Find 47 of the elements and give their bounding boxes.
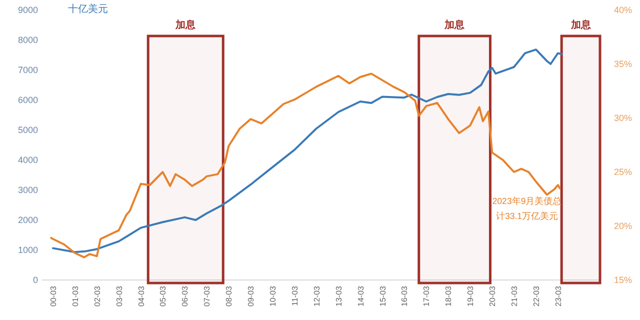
x-tick-label: 02-03 <box>92 285 102 306</box>
band-label: 加息 <box>444 19 466 31</box>
x-tick-label: 19-03 <box>466 285 476 306</box>
x-tick-label: 00-03 <box>48 285 58 306</box>
y-tick-label: 8000 <box>18 35 38 45</box>
x-tick-label: 16-03 <box>400 285 410 306</box>
x-tick-label: 04-03 <box>136 285 146 306</box>
y2-tick-label: 20% <box>614 221 632 231</box>
x-tick-label: 18-03 <box>444 285 454 306</box>
x-tick-label: 15-03 <box>378 285 388 306</box>
x-tick-label: 06-03 <box>180 285 190 306</box>
y-tick-label: 2000 <box>18 215 38 225</box>
band: 加息 <box>418 20 492 284</box>
y-tick-label: 0 <box>32 275 38 285</box>
x-tick-label: 05-03 <box>158 285 168 306</box>
y2-tick-label: 40% <box>614 5 632 15</box>
x-tick-label: 12-03 <box>312 285 322 306</box>
y-axis-title: 十亿美元 <box>68 3 108 15</box>
y-tick-label: 4000 <box>18 155 38 165</box>
x-tick-label: 01-03 <box>70 285 80 306</box>
band: 加息 <box>560 20 602 284</box>
y2-tick-label: 15% <box>614 275 632 285</box>
x-tick-label: 22-03 <box>532 285 541 306</box>
x-tick-label: 10-03 <box>268 285 278 306</box>
band-label: 加息 <box>174 19 197 31</box>
y-tick-label: 1000 <box>18 245 38 255</box>
y-tick-label: 9000 <box>18 5 38 15</box>
y-tick-label: 5000 <box>18 125 38 135</box>
x-tick-label: 11-03 <box>290 285 300 306</box>
x-tick-label: 20-03 <box>488 285 498 306</box>
y-tick-label: 7000 <box>18 65 38 75</box>
x-tick-label: 08-03 <box>224 285 234 306</box>
y2-tick-label: 25% <box>614 167 632 177</box>
band-label: 加息 <box>570 19 592 31</box>
x-tick-label: 21-03 <box>510 285 520 306</box>
y-tick-label: 3000 <box>18 185 38 195</box>
y2-tick-label: 30% <box>614 113 632 123</box>
x-tick-label: 03-03 <box>114 285 124 306</box>
x-tick-label: 07-03 <box>202 285 212 306</box>
y2-tick-label: 35% <box>614 59 632 69</box>
x-tick-label: 17-03 <box>422 285 432 306</box>
x-tick-label: 14-03 <box>356 285 366 306</box>
x-tick-label: 13-03 <box>334 285 344 306</box>
x-tick-label: 23-03 <box>554 285 563 306</box>
x-tick-label: 09-03 <box>246 285 256 306</box>
band: 加息 <box>146 20 224 284</box>
y-tick-label: 6000 <box>18 95 38 105</box>
